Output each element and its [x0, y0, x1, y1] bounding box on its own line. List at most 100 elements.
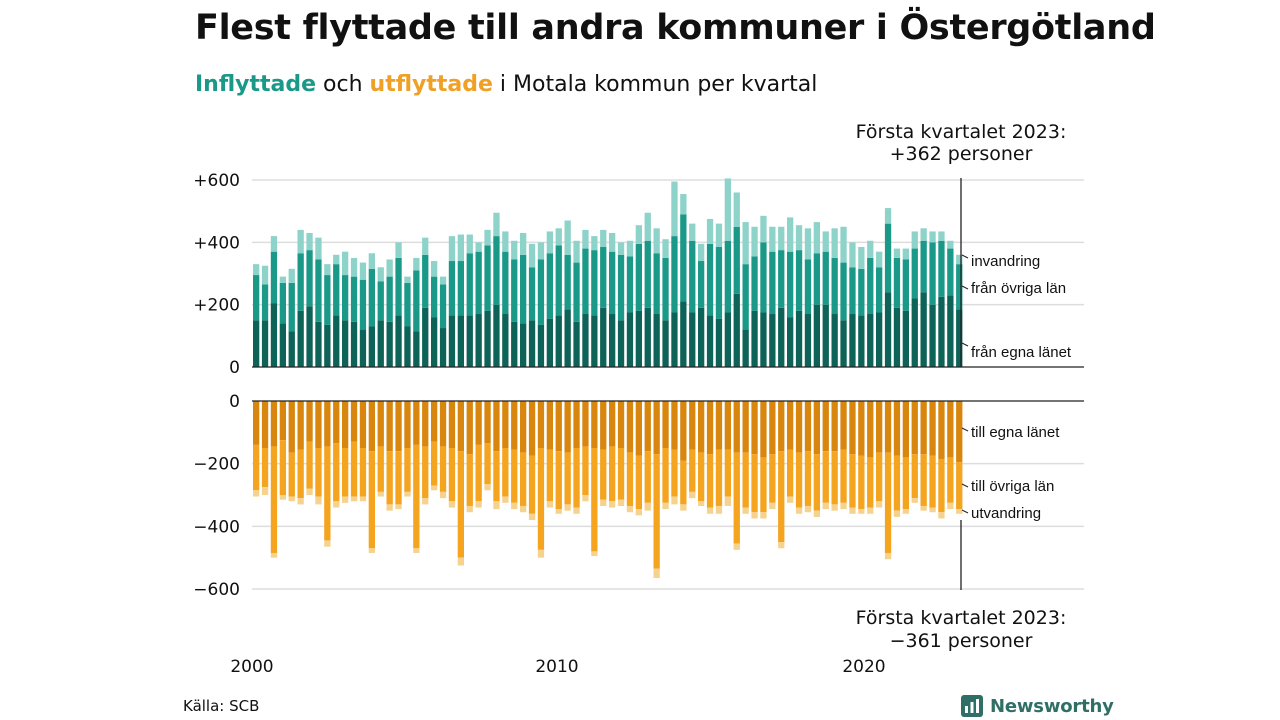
bar-outflow-egna — [849, 401, 856, 455]
bar-inflow-ovriga — [813, 253, 820, 305]
bar-inflow-ovriga — [422, 254, 429, 308]
bar-inflow-invandring — [689, 223, 696, 241]
bar-outflow-ovriga — [502, 448, 509, 497]
series-label-till-egna-lanet-connector — [961, 427, 969, 432]
bar-inflow-invandring — [876, 251, 883, 268]
bar-inflow-invandring — [822, 231, 829, 252]
bar-inflow-ovriga — [609, 251, 616, 315]
y-tick-label-bottom: −200 — [193, 455, 240, 475]
bar-inflow-invandring — [377, 267, 384, 282]
bar-inflow-invandring — [350, 257, 358, 277]
bar-inflow-egna — [439, 328, 447, 367]
bar-inflow-ovriga — [911, 248, 918, 299]
bar-outflow-utvandring — [769, 502, 776, 510]
bar-outflow-egna — [617, 401, 625, 448]
bar-outflow-egna — [902, 401, 909, 458]
bar-inflow-egna — [884, 292, 892, 367]
bar-outflow-ovriga — [413, 444, 420, 549]
y-tick-label-top: 0 — [229, 358, 240, 378]
bar-outflow-egna — [742, 401, 749, 453]
bar-outflow-ovriga — [813, 454, 820, 511]
bar-inflow-egna — [582, 314, 589, 367]
bar-outflow-egna — [573, 401, 580, 448]
bar-outflow-utvandring — [831, 504, 838, 511]
bar-outflow-egna — [813, 401, 820, 455]
bar-outflow-egna — [724, 401, 731, 450]
bar-outflow-ovriga — [270, 446, 278, 553]
bar-outflow-utvandring — [600, 499, 607, 506]
bar-outflow-ovriga — [439, 446, 447, 492]
bar-inflow-ovriga — [528, 267, 536, 321]
subtitle-rest: i Motala kommun per kvartal — [499, 72, 818, 97]
bar-inflow-invandring — [617, 242, 625, 255]
bar-outflow-egna — [288, 401, 295, 453]
bar-inflow-invandring — [724, 178, 731, 241]
bar-inflow-egna — [573, 321, 580, 367]
bar-outflow-ovriga — [804, 451, 812, 506]
bar-inflow-ovriga — [279, 282, 286, 324]
bar-outflow-ovriga — [644, 451, 651, 503]
bar-inflow-invandring — [297, 229, 304, 254]
bar-outflow-utvandring — [858, 509, 865, 514]
bar-inflow-invandring — [413, 257, 420, 271]
bar-outflow-utvandring — [920, 505, 927, 511]
bar-outflow-ovriga — [591, 448, 598, 552]
bar-inflow-ovriga — [591, 250, 598, 316]
bar-inflow-ovriga — [359, 279, 367, 330]
bar-outflow-ovriga — [617, 448, 625, 500]
bar-inflow-ovriga — [493, 236, 500, 305]
bar-outflow-egna — [475, 401, 482, 445]
bar-outflow-utvandring — [591, 551, 598, 557]
bar-outflow-utvandring — [680, 504, 687, 511]
bar-inflow-egna — [876, 312, 883, 367]
bar-outflow-utvandring — [448, 501, 456, 508]
bar-outflow-egna — [769, 401, 776, 455]
bar-inflow-invandring — [368, 253, 375, 269]
bar-inflow-egna — [760, 312, 767, 367]
bar-outflow-ovriga — [609, 446, 616, 502]
bar-outflow-ovriga — [546, 449, 553, 502]
bar-inflow-egna — [555, 315, 562, 367]
bar-inflow-egna — [787, 317, 794, 367]
bar-outflow-egna — [858, 401, 865, 456]
bar-inflow-ovriga — [448, 261, 456, 316]
bar-outflow-utvandring — [876, 501, 883, 508]
bar-inflow-egna — [947, 295, 954, 367]
bar-outflow-ovriga — [795, 452, 803, 508]
bar-outflow-utvandring — [787, 496, 794, 503]
bar-inflow-egna — [270, 303, 278, 367]
bar-outflow-egna — [591, 401, 598, 448]
annotation-bottom-line1: Första kvartalet 2023: — [856, 607, 1067, 629]
bar-inflow-egna — [333, 315, 340, 367]
chart-title: Flest flyttade till andra kommuner i Öst… — [195, 8, 1156, 48]
bar-outflow-utvandring — [884, 552, 892, 560]
bar-inflow-egna — [537, 324, 545, 367]
bar-outflow-ovriga — [350, 441, 358, 497]
bar-inflow-ovriga — [795, 250, 803, 311]
bar-inflow-ovriga — [938, 240, 945, 297]
bar-outflow-ovriga — [342, 448, 349, 497]
bar-inflow-ovriga — [867, 257, 874, 315]
bar-outflow-egna — [671, 401, 678, 450]
bar-outflow-ovriga — [573, 448, 580, 508]
bar-inflow-egna — [662, 320, 669, 367]
source-note: Källa: SCB — [183, 697, 260, 715]
bar-outflow-ovriga — [680, 460, 687, 505]
bar-outflow-utvandring — [475, 501, 482, 508]
bar-outflow-ovriga — [404, 448, 411, 492]
bar-outflow-ovriga — [466, 454, 473, 506]
bar-inflow-ovriga — [520, 254, 527, 324]
bar-inflow-egna — [466, 315, 473, 367]
bar-outflow-ovriga — [689, 449, 696, 492]
bar-inflow-invandring — [671, 181, 678, 237]
bar-outflow-utvandring — [902, 509, 909, 514]
bar-inflow-invandring — [831, 228, 838, 258]
bar-inflow-egna — [431, 317, 438, 367]
bar-outflow-utvandring — [413, 548, 420, 553]
bar-outflow-egna — [386, 401, 393, 452]
bar-inflow-egna — [831, 314, 838, 367]
bar-inflow-egna — [404, 326, 411, 367]
bar-inflow-invandring — [804, 228, 812, 260]
bar-inflow-ovriga — [653, 253, 660, 315]
bar-outflow-ovriga — [831, 451, 838, 505]
